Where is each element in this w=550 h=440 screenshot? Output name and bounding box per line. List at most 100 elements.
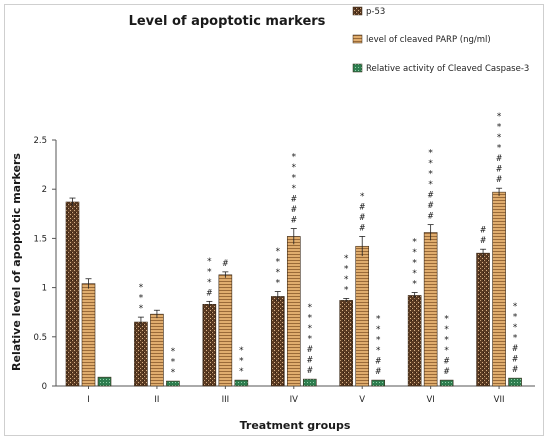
significance-mark: # xyxy=(496,154,502,164)
significance-mark: # xyxy=(291,205,297,215)
significance-mark: * xyxy=(138,283,143,293)
significance-mark: * xyxy=(444,336,449,346)
significance-mark: * xyxy=(496,144,501,154)
x-tick-label: VI xyxy=(426,395,434,405)
y-tick-label: 2 xyxy=(42,185,47,195)
significance-mark: * xyxy=(170,358,175,368)
chart-title: Level of apoptotic markers xyxy=(129,14,326,29)
significance-mark: # xyxy=(291,216,297,226)
y-ticks: 0 0.5 1 1.5 2 2.5 xyxy=(33,136,56,392)
significance-mark: * xyxy=(207,278,212,288)
significance-mark: * xyxy=(239,357,244,367)
x-tick-label: V xyxy=(359,395,365,405)
significance-mark: * xyxy=(428,159,433,169)
significance-mark: * xyxy=(307,324,312,334)
significance-mark: * xyxy=(344,254,349,264)
significance-mark: # xyxy=(428,191,434,201)
significance-mark: * xyxy=(275,258,280,268)
bar-1-V xyxy=(339,300,354,387)
bar-3-VII xyxy=(508,377,522,387)
bar-2-VI xyxy=(423,232,438,387)
significance-mark: * xyxy=(444,346,449,356)
y-axis-label: Relative level of apoptotic markers xyxy=(10,153,23,371)
significance-mark: # xyxy=(376,367,382,377)
significance-mark: * xyxy=(307,303,312,313)
significance-mark: * xyxy=(428,170,433,180)
significance-mark: * xyxy=(275,268,280,278)
significance-mark: * xyxy=(376,346,381,356)
bar-2-III xyxy=(218,274,233,387)
significance-mark: # xyxy=(307,366,313,376)
significance-mark: * xyxy=(344,275,349,285)
significance-mark: * xyxy=(239,346,244,356)
significance-mark: * xyxy=(170,347,175,357)
significance-mark: # xyxy=(428,201,434,211)
bar-2-I xyxy=(81,283,96,387)
significance-mark: * xyxy=(170,368,175,378)
x-tick-label: II xyxy=(154,395,159,405)
bar-2-VII xyxy=(492,191,506,387)
significance-mark: * xyxy=(444,315,449,325)
legend-swatch-2 xyxy=(352,34,363,44)
significance-mark: * xyxy=(291,153,296,163)
legend-label-3: Relative activity of Cleaved Caspase-3 xyxy=(366,64,529,74)
significance-mark: # xyxy=(223,259,229,269)
significance-mark: * xyxy=(275,279,280,289)
x-tick-label: I xyxy=(87,395,90,405)
bar-2-II xyxy=(150,313,164,387)
significance-mark: * xyxy=(428,149,433,159)
bar-2-IV xyxy=(286,236,301,387)
significance-mark: * xyxy=(412,238,417,248)
bar-2-V xyxy=(355,245,370,387)
legend-label-2: level of cleaved PARP (ng/ml) xyxy=(366,35,491,45)
significance-mark: # xyxy=(428,212,434,222)
significance-mark: * xyxy=(138,304,143,314)
significance-mark: * xyxy=(376,325,381,335)
significance-mark: * xyxy=(512,334,517,344)
significance-mark: # xyxy=(307,345,313,355)
significance-mark: * xyxy=(444,325,449,335)
legend-swatch-1 xyxy=(352,6,363,16)
legend-swatch-3 xyxy=(352,63,363,73)
y-tick-label: 0 xyxy=(42,382,47,392)
significance-mark: # xyxy=(444,357,450,367)
bar-1-VII xyxy=(476,252,490,387)
significance-mark: * xyxy=(376,315,381,325)
significance-mark: * xyxy=(291,163,296,173)
bar-3-VI xyxy=(439,379,454,387)
significance-mark: # xyxy=(360,223,366,233)
significance-mark: # xyxy=(512,355,518,365)
significance-mark: # xyxy=(512,365,518,375)
significance-mark: # xyxy=(360,202,366,212)
significance-mark: * xyxy=(512,302,517,312)
significance-mark: * xyxy=(412,269,417,279)
y-tick-label: 0.5 xyxy=(33,333,47,343)
y-tick-label: 2.5 xyxy=(33,136,47,146)
chart-frame xyxy=(4,4,544,436)
bar-1-II xyxy=(134,321,148,387)
significance-mark: * xyxy=(207,267,212,277)
bar-3-V xyxy=(371,379,386,387)
significance-mark: * xyxy=(496,123,501,133)
significance-mark: # xyxy=(444,367,450,377)
x-tick-label: III xyxy=(222,395,230,405)
x-axis-label: Treatment groups xyxy=(240,419,351,432)
significance-mark: * xyxy=(138,294,143,304)
significance-mark: * xyxy=(496,133,501,143)
significance-mark: * xyxy=(412,248,417,258)
x-tick-label: VII xyxy=(494,395,505,405)
bar-1-I xyxy=(65,201,80,387)
significance-mark: * xyxy=(376,336,381,346)
significance-mark: # xyxy=(291,195,297,205)
significance-mark: # xyxy=(480,236,486,246)
significance-mark: # xyxy=(360,213,366,223)
legend: p-53 level of cleaved PARP (ng/ml) Relativ… xyxy=(352,6,529,74)
legend-label-1: p-53 xyxy=(366,7,385,17)
significance-mark: # xyxy=(512,344,518,354)
significance-mark: * xyxy=(307,335,312,345)
significance-mark: * xyxy=(412,280,417,290)
x-tick-label: IV xyxy=(290,395,299,405)
significance-mark: * xyxy=(307,314,312,324)
significance-mark: * xyxy=(428,180,433,190)
